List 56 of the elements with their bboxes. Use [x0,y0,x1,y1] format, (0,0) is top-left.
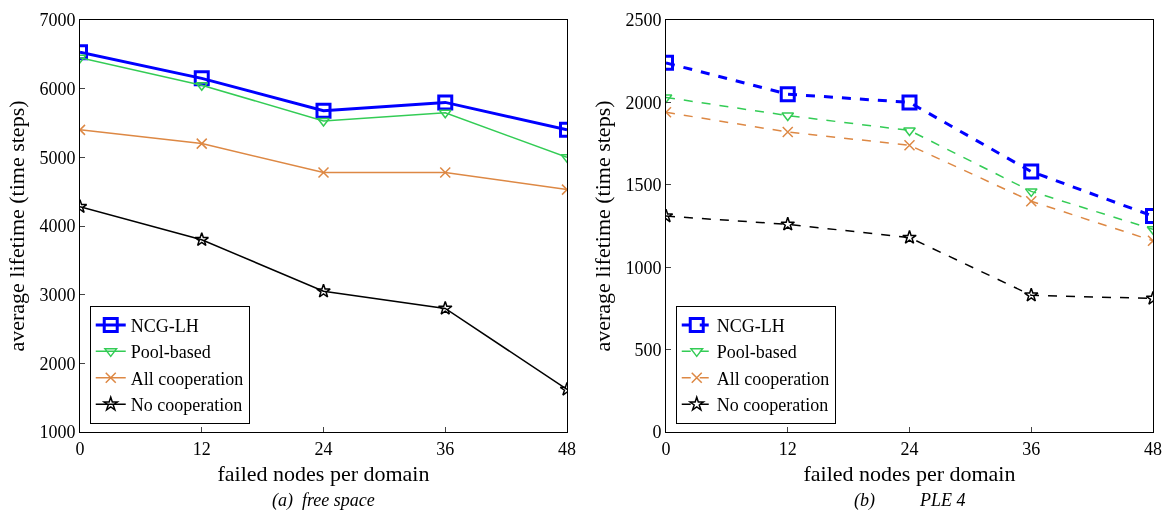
x-axis-title: failed nodes per domain [803,461,1016,487]
legend-label: NCG-LH [716,315,785,336]
y-axis-title: average lifetime (time steps) [4,100,30,352]
point [781,112,795,122]
y-tick-label: 3000 [39,284,76,305]
point [315,102,332,119]
text: (b) PLE 4 [854,490,966,511]
y-tick-label: 1500 [625,175,662,196]
y-tick-label: 1000 [625,257,662,278]
point [194,231,210,247]
legend-label: Pool-based [130,342,211,363]
legend-label: No cooperation [716,395,829,416]
point [902,229,917,244]
x-axis-title: failed nodes per domain [217,461,430,487]
y-tick-label: 2000 [39,353,76,374]
y-axis-title: average lifetime (time steps) [590,100,616,352]
y-tick-label: 2500 [625,10,662,31]
legend-label: NCG-LH [130,315,199,336]
legend-label: All cooperation [130,368,244,389]
point [779,86,796,103]
point [317,166,330,179]
point [782,126,794,138]
point [1025,195,1037,208]
point [438,109,452,119]
legend-label: Pool-based [716,342,797,363]
point [1023,163,1040,180]
point [780,216,796,231]
x-tick-label: 24 [314,438,333,459]
point [1024,188,1038,198]
point [437,94,454,111]
point [195,81,209,91]
y-tick-label: 1000 [39,422,76,443]
y-tick-label: 0 [652,422,662,443]
point [1023,287,1039,302]
text: (a) free space [272,490,375,511]
x-tick-label: 12 [192,438,211,459]
x-tick-label: 12 [778,438,797,459]
y-tick-label: 4000 [39,216,76,237]
point [437,300,453,315]
y-tick-label: 6000 [39,78,76,99]
y-tick-label: 2000 [625,92,662,113]
y-tick-label: 5000 [39,147,76,168]
x-tick-label: 24 [900,438,919,459]
point [196,137,208,150]
x-tick-label: 36 [1022,438,1041,459]
point [439,166,451,179]
y-tick-label: 500 [634,339,662,360]
x-tick-label: 48 [1144,438,1162,459]
point [316,283,331,298]
legend-label: All cooperation [716,368,830,389]
legend-label: No cooperation [130,395,243,416]
point [901,94,918,111]
x-tick-label: 48 [558,438,576,459]
point [903,139,916,151]
x-tick-label: 36 [436,438,455,459]
y-tick-label: 7000 [39,10,76,31]
